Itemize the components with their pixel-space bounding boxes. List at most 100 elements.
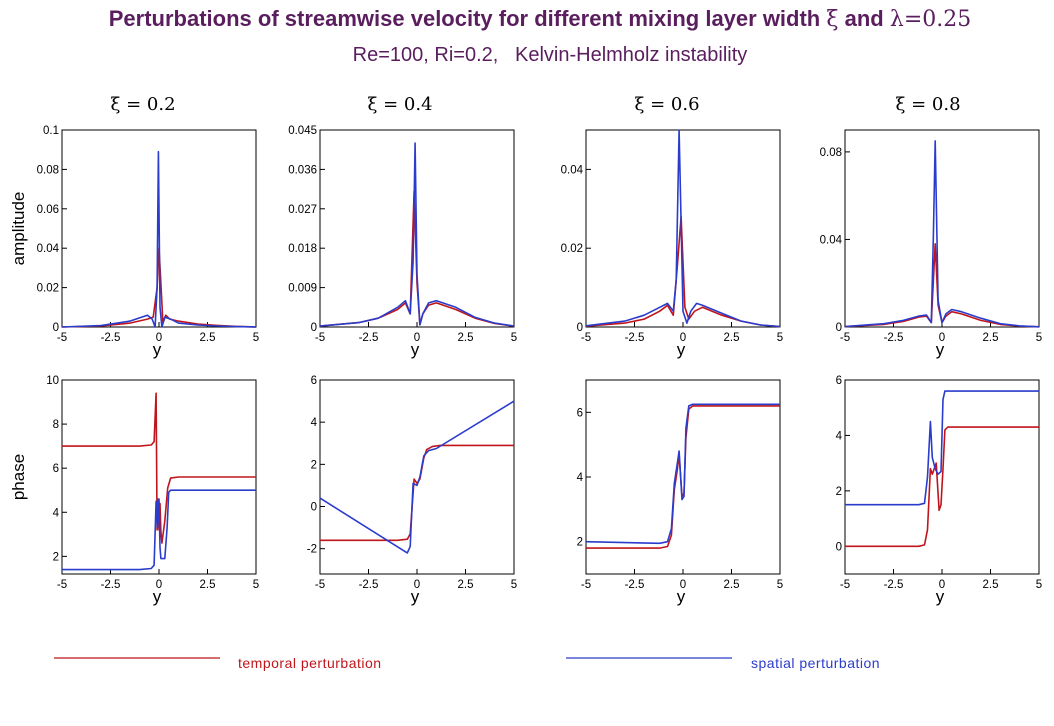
x-tick-label: -5 — [57, 332, 67, 344]
x-tick-label: -5 — [840, 332, 850, 344]
legend-label-spatial: spatial perturbation — [751, 655, 880, 671]
x-tick-label: -2.5 — [884, 332, 904, 344]
y-tick-label: -2 — [307, 544, 317, 556]
x-tick-label: 0 — [939, 332, 945, 344]
y-axis-label: amplitude — [9, 192, 28, 266]
x-tick-label: 2.5 — [724, 579, 740, 591]
x-tick-label: 2.5 — [458, 579, 474, 591]
x-tick-label: 0 — [680, 579, 686, 591]
y-tick-label: 0.045 — [288, 125, 317, 137]
y-tick-label: 6 — [836, 375, 842, 387]
plot-frame-4 — [844, 129, 1040, 328]
x-axis-label: y — [153, 340, 162, 359]
x-axis-label: y — [677, 340, 686, 359]
chart-title: Perturbations of streamwise velocity for… — [0, 6, 1054, 32]
y-tick-label: 0.1 — [43, 125, 59, 137]
series-line-temporal — [844, 243, 1040, 328]
x-tick-label: -5 — [581, 579, 591, 591]
series-line-spatial — [319, 400, 515, 554]
x-tick-label: 5 — [1036, 332, 1042, 344]
y-axis-label: phase — [9, 454, 28, 500]
x-tick-label: -2.5 — [359, 579, 379, 591]
x-tick-label: 0 — [414, 332, 420, 344]
y-tick-label: 6 — [53, 463, 59, 475]
plot-frame-7 — [585, 379, 781, 575]
x-tick-label: -2.5 — [625, 579, 645, 591]
y-tick-label: 0.08 — [820, 147, 842, 159]
y-tick-label: 6 — [577, 407, 583, 419]
y-tick-label: 0.06 — [37, 204, 59, 216]
title-and: and — [844, 6, 884, 31]
x-axis-label: y — [153, 587, 162, 606]
series-line-spatial — [844, 140, 1040, 328]
y-tick-label: 4 — [577, 472, 584, 484]
panel-title: ξ = 0.6 — [634, 94, 699, 115]
y-tick-label: 2 — [836, 486, 842, 498]
y-tick-label: 2 — [53, 551, 59, 563]
x-tick-label: 2.5 — [200, 332, 216, 344]
series-line-spatial — [319, 142, 515, 327]
y-tick-label: 2 — [311, 459, 317, 471]
y-tick-label: 0 — [311, 502, 317, 514]
series-line-spatial — [62, 489, 256, 571]
y-tick-label: 4 — [836, 430, 843, 442]
x-tick-label: -2.5 — [359, 332, 379, 344]
x-tick-label: 5 — [777, 579, 783, 591]
x-tick-label: 5 — [253, 332, 259, 344]
y-tick-label: 0.027 — [288, 204, 317, 216]
series-line-spatial — [61, 150, 257, 328]
x-tick-label: 5 — [511, 332, 517, 344]
panel-title: ξ = 0.2 — [110, 94, 175, 115]
x-tick-label: 5 — [777, 332, 783, 344]
series-line-spatial — [845, 390, 1039, 506]
x-tick-label: 2.5 — [200, 579, 216, 591]
y-tick-label: 0.04 — [820, 234, 843, 246]
series-line-temporal — [320, 444, 514, 542]
x-tick-label: 5 — [1036, 579, 1042, 591]
y-tick-label: 4 — [53, 507, 60, 519]
x-tick-label: -2.5 — [625, 332, 645, 344]
x-axis-label: y — [411, 587, 420, 606]
x-tick-label: 5 — [253, 579, 259, 591]
series-line-temporal — [585, 215, 781, 328]
series-line-spatial — [585, 403, 780, 545]
y-tick-label: 0 — [577, 322, 583, 334]
y-tick-label: 10 — [46, 375, 59, 387]
x-tick-label: 0 — [680, 332, 686, 344]
plot-frame-6 — [319, 379, 515, 575]
title-lambda: λ=0.25 — [889, 7, 972, 32]
x-tick-label: 2.5 — [458, 332, 474, 344]
x-tick-label: -5 — [581, 332, 591, 344]
y-tick-label: 0.04 — [37, 243, 60, 255]
series-line-spatial — [585, 129, 781, 328]
x-tick-label: 0 — [156, 332, 162, 344]
x-tick-label: 5 — [511, 579, 517, 591]
series-line-temporal — [586, 405, 780, 549]
y-tick-label: 0 — [836, 541, 842, 553]
y-tick-label: 4 — [311, 417, 318, 429]
y-tick-label: 0.02 — [561, 243, 583, 255]
x-tick-label: -2.5 — [101, 579, 121, 591]
x-tick-label: 2.5 — [983, 332, 999, 344]
x-axis-label: y — [936, 340, 945, 359]
y-tick-label: 0.018 — [288, 243, 317, 255]
x-tick-label: -5 — [840, 579, 850, 591]
x-axis-label: y — [936, 587, 945, 606]
x-tick-label: -2.5 — [884, 579, 904, 591]
chart-subtitle: Re=100, Ri=0.2, Kelvin-Helmholz instabil… — [352, 44, 748, 66]
panel-title: ξ = 0.8 — [895, 94, 960, 115]
x-tick-label: 0 — [414, 579, 420, 591]
y-tick-label: 0.08 — [37, 164, 59, 176]
series-line-temporal — [845, 426, 1039, 548]
title-xi-symbol: ξ — [826, 7, 839, 32]
x-tick-label: 0 — [156, 579, 162, 591]
x-tick-label: -5 — [315, 332, 325, 344]
y-tick-label: 2 — [577, 537, 583, 549]
x-tick-label: 2.5 — [724, 332, 740, 344]
x-tick-label: -5 — [57, 579, 67, 591]
x-tick-label: 2.5 — [983, 579, 999, 591]
x-tick-label: -5 — [315, 579, 325, 591]
y-tick-label: 6 — [311, 375, 317, 387]
y-tick-label: 0.02 — [37, 283, 59, 295]
